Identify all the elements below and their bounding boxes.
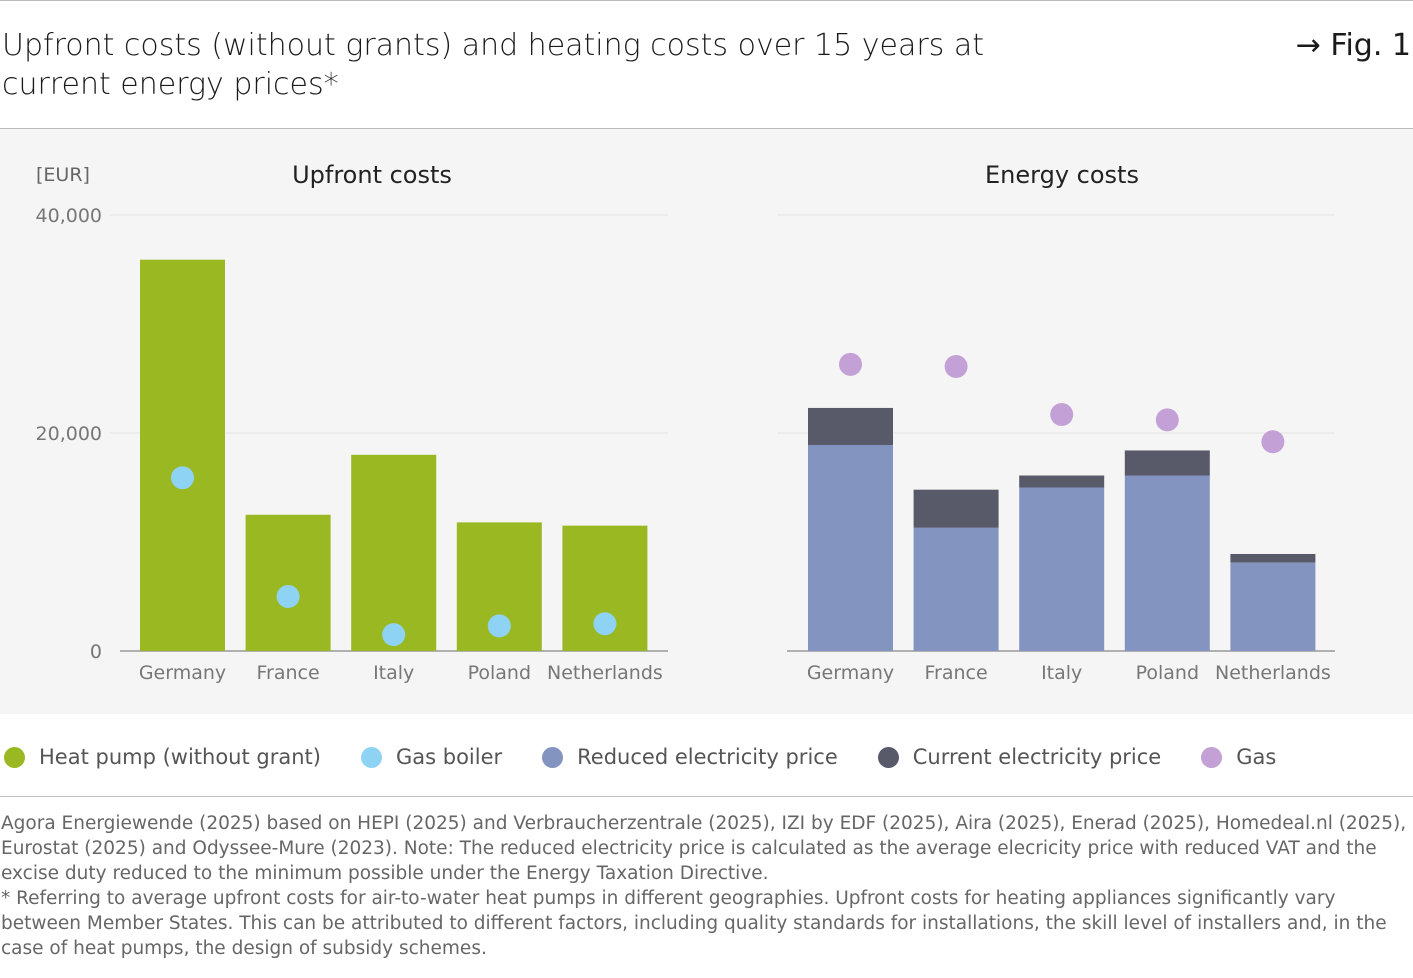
x-tick-label: Italy bbox=[1041, 662, 1082, 684]
bar-current-electricity-france bbox=[913, 489, 999, 528]
legend-dot-icon bbox=[542, 746, 564, 768]
dot-gas-boiler-netherlands bbox=[593, 612, 617, 636]
bar-reduced-electricity-italy bbox=[1019, 487, 1105, 651]
dot-gas-netherlands bbox=[1261, 430, 1285, 454]
legend-dot-icon bbox=[877, 746, 899, 768]
divider bbox=[0, 128, 1413, 129]
y-axis-label: [EUR] bbox=[36, 164, 90, 186]
charts-svg: Upfront costs [EUR] 0 20,000 40,000 Germany Fr… bbox=[36, 161, 1335, 684]
figure-label: → Fig. 1 bbox=[1295, 28, 1411, 63]
x-tick-label: Poland bbox=[1136, 662, 1199, 684]
legend-dot-icon bbox=[1201, 746, 1223, 768]
legend-item: Heat pump (without grant) bbox=[0, 745, 321, 769]
bar-reduced-electricity-france bbox=[913, 527, 999, 651]
footnote-text: * Referring to average upfront costs for… bbox=[1, 888, 1387, 959]
x-tick-label: France bbox=[257, 662, 320, 684]
legend-label: Heat pump (without grant) bbox=[39, 745, 321, 769]
y-tick-label: 0 bbox=[90, 641, 102, 663]
chart-title: Upfront costs bbox=[292, 161, 452, 189]
dot-gas-france bbox=[944, 355, 968, 379]
dot-gas-italy bbox=[1050, 402, 1074, 426]
bar-current-electricity-poland bbox=[1124, 450, 1210, 476]
legend-label: Gas boiler bbox=[395, 745, 503, 769]
legend: Heat pump (without grant) Gas boiler Reduc… bbox=[0, 740, 1312, 774]
bar-heat-pump-italy bbox=[351, 454, 437, 651]
bar-current-electricity-italy bbox=[1019, 475, 1105, 488]
legend-item: Reduced electricity price bbox=[538, 745, 838, 769]
bar-reduced-electricity-germany bbox=[808, 444, 893, 651]
bar-reduced-electricity-poland bbox=[1124, 475, 1210, 651]
bar-current-electricity-germany bbox=[808, 407, 893, 445]
legend-item: Current electricity price bbox=[874, 745, 1161, 769]
source-text: Agora Energiewende (2025) based on HEPI … bbox=[1, 813, 1407, 884]
x-tick-label: Netherlands bbox=[547, 662, 663, 684]
dot-gas-boiler-italy bbox=[382, 623, 406, 647]
dot-gas-boiler-germany bbox=[171, 466, 194, 490]
y-tick-label: 20,000 bbox=[36, 423, 102, 445]
bar-heat-pump-germany bbox=[140, 259, 225, 651]
dot-gas-boiler-france bbox=[276, 585, 300, 608]
legend-dot-icon bbox=[360, 746, 382, 768]
bar-reduced-electricity-netherlands bbox=[1230, 562, 1316, 651]
x-tick-label: Germany bbox=[807, 662, 894, 684]
x-tick-label: Poland bbox=[468, 662, 531, 684]
legend-item: Gas boiler bbox=[357, 745, 502, 769]
chart-title: Energy costs bbox=[985, 161, 1139, 189]
bar-current-electricity-netherlands bbox=[1230, 553, 1316, 563]
y-tick-label: 40,000 bbox=[36, 205, 102, 227]
dot-gas-boiler-poland bbox=[487, 614, 511, 638]
legend-label: Gas bbox=[1236, 745, 1277, 769]
x-tick-label: Italy bbox=[373, 662, 414, 684]
top-rule bbox=[0, 0, 1413, 1]
figure-title: Upfront costs (without grants) and heati… bbox=[2, 28, 984, 102]
x-tick-label: France bbox=[925, 662, 988, 684]
dot-gas-germany bbox=[839, 352, 862, 376]
x-tick-label: Netherlands bbox=[1215, 662, 1331, 684]
divider bbox=[0, 796, 1413, 797]
legend-dot-icon bbox=[4, 746, 25, 768]
legend-item: Gas bbox=[1197, 745, 1276, 769]
x-tick-label: Germany bbox=[139, 662, 226, 684]
legend-label: Reduced electricity price bbox=[577, 745, 838, 769]
dot-gas-poland bbox=[1155, 408, 1179, 432]
source-note: Agora Energiewende (2025) based on HEPI … bbox=[1, 811, 1411, 961]
chart-panel: Upfront costs [EUR] 0 20,000 40,000 Germany Fr… bbox=[0, 129, 1413, 714]
bar-heat-pump-france bbox=[245, 514, 331, 651]
legend-label: Current electricity price bbox=[912, 745, 1162, 769]
